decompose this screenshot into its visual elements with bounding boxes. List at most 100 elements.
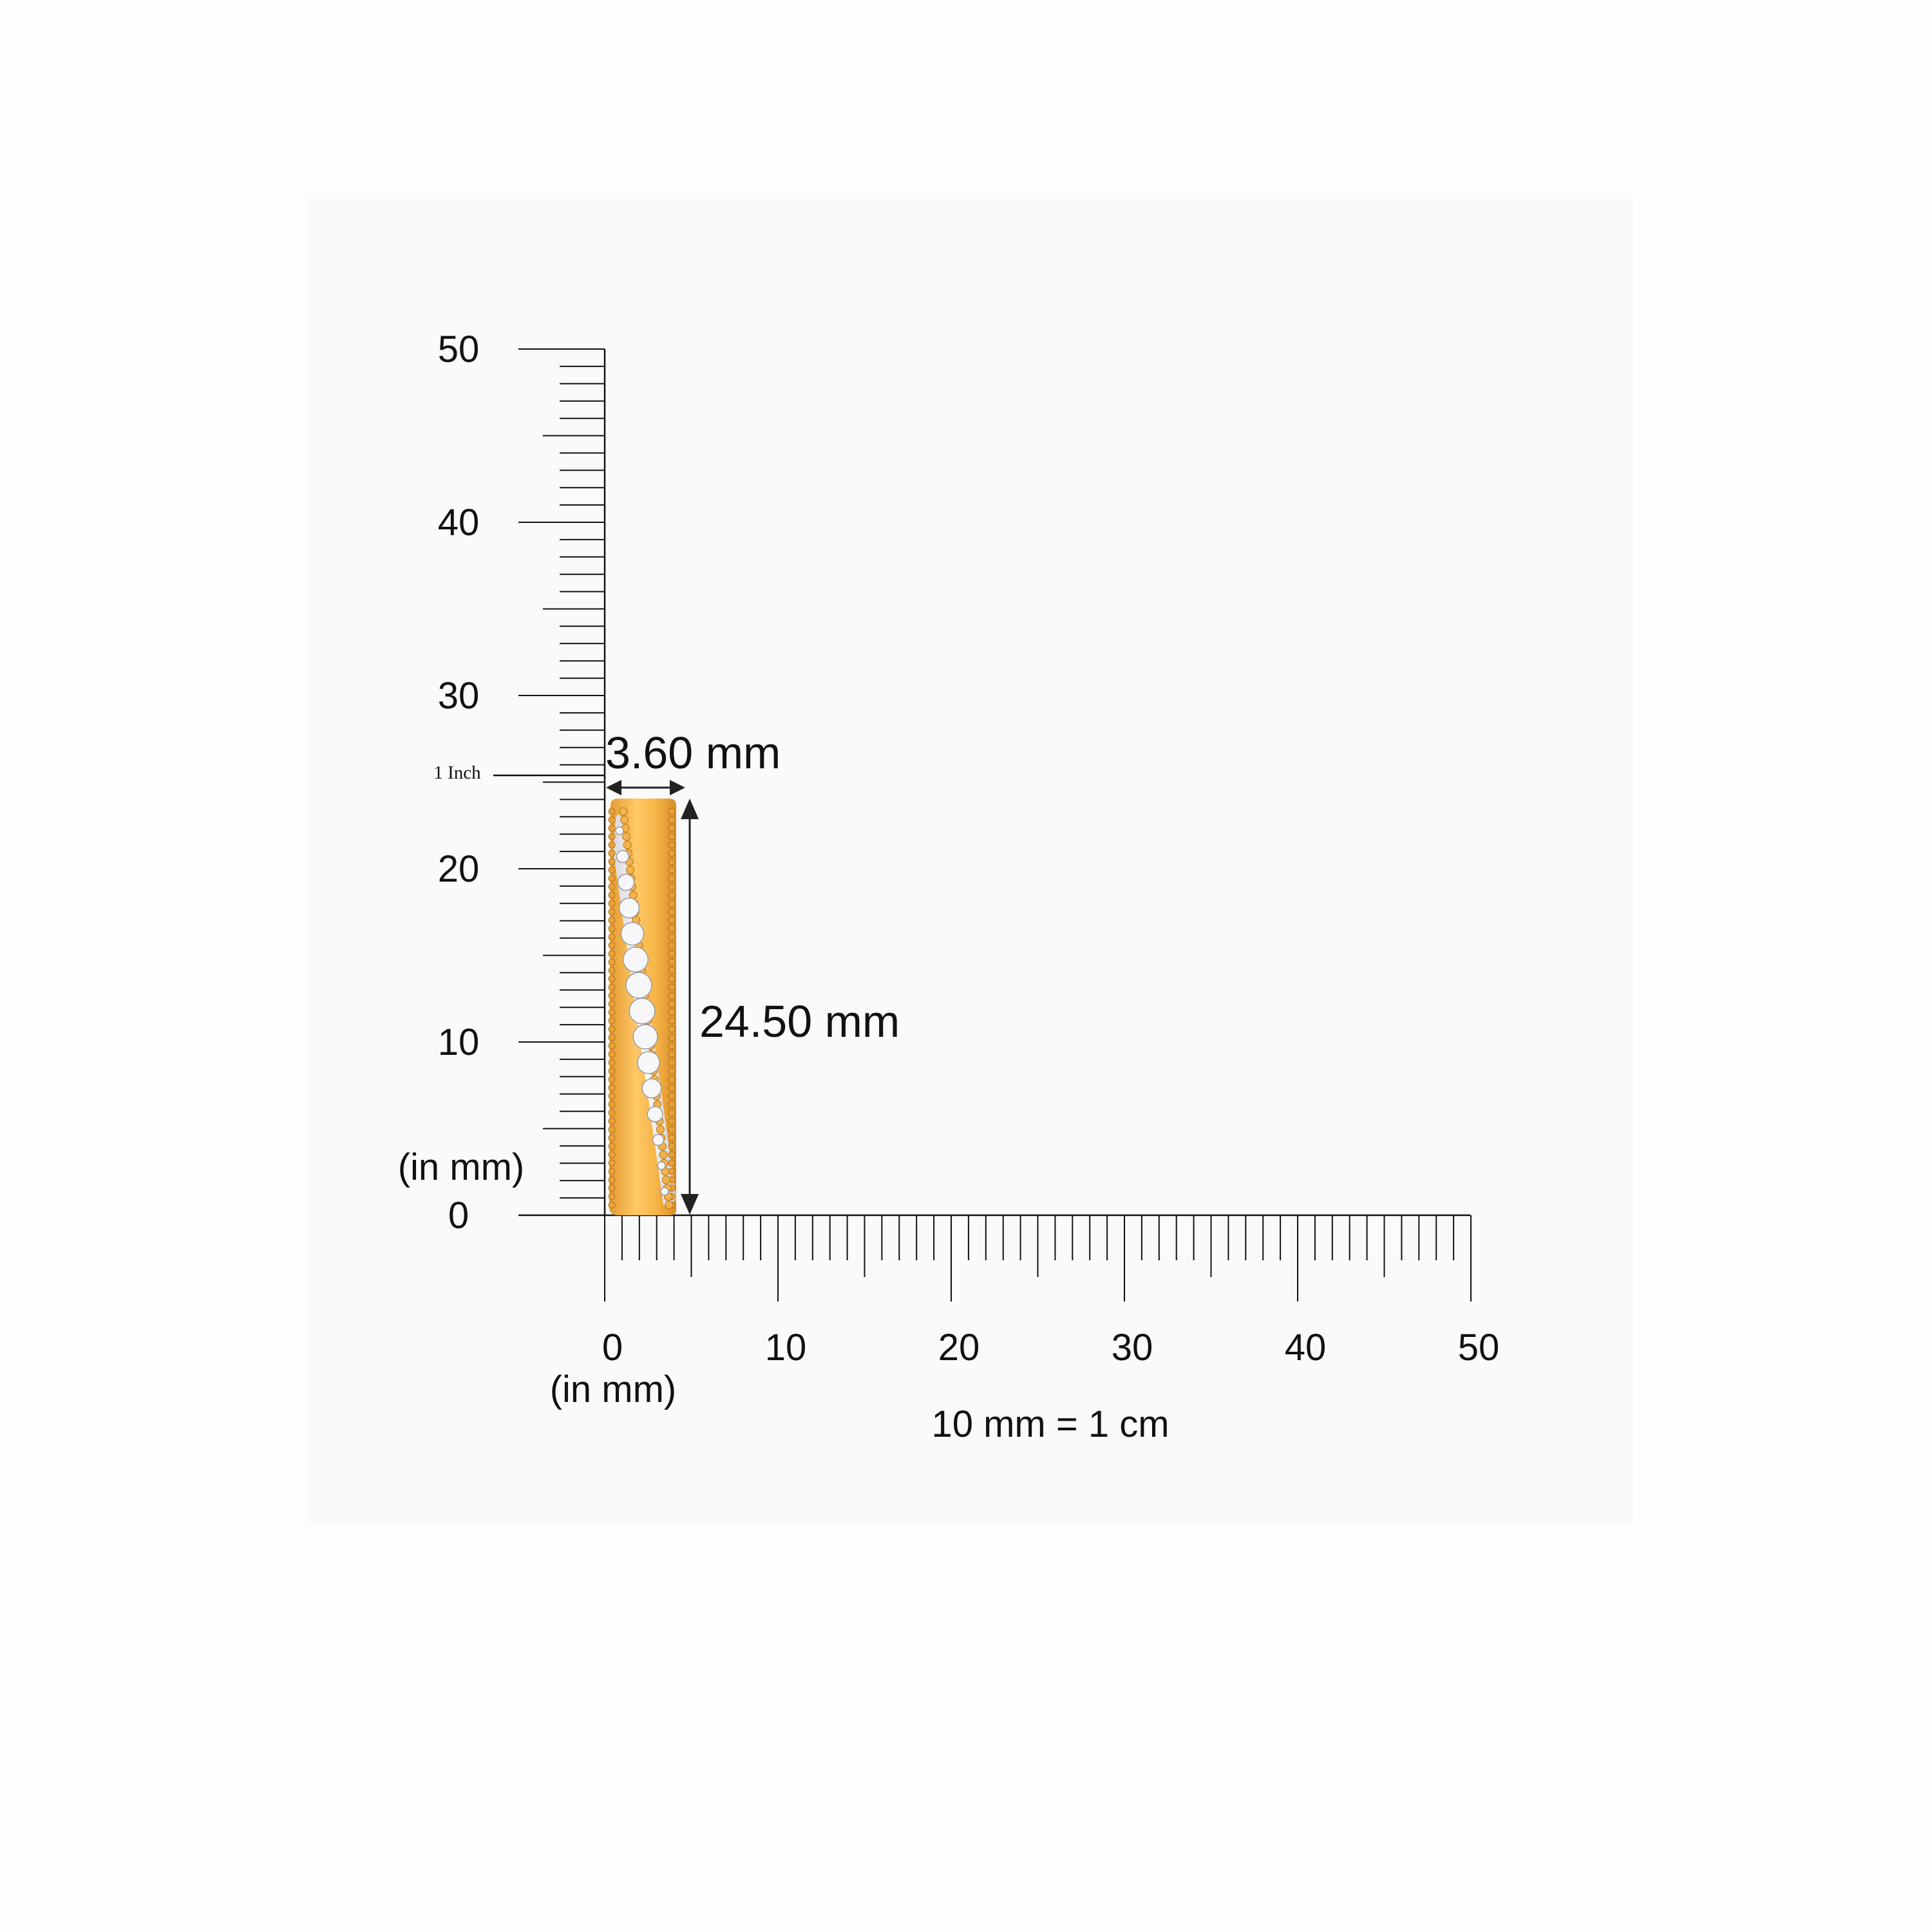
bead	[619, 807, 628, 816]
arrow-down-icon	[681, 1194, 699, 1215]
inch-marker-label: 1 Inch	[433, 762, 481, 783]
bead	[668, 1159, 676, 1167]
bead	[668, 875, 676, 882]
horizontal-tick-label: 10	[765, 1327, 807, 1368]
arrow-right-icon	[670, 780, 685, 795]
bead	[668, 1101, 676, 1108]
horizontal-tick-label: 20	[938, 1327, 980, 1368]
bead	[656, 1125, 665, 1134]
horizontal-tick-label: 50	[1458, 1327, 1500, 1368]
bead	[668, 1126, 676, 1133]
bead	[608, 841, 616, 849]
bead	[608, 833, 616, 840]
bead	[668, 808, 676, 815]
bead	[668, 900, 676, 907]
diamond	[618, 897, 640, 919]
bead	[668, 816, 676, 824]
height-label: 24.50 mm	[699, 996, 900, 1046]
bead	[608, 1151, 616, 1159]
horizontal-tick-label: 0	[602, 1327, 623, 1368]
bead	[608, 1000, 616, 1008]
bead	[608, 1126, 616, 1133]
vertical-tick-label: 10	[438, 1021, 480, 1063]
bead	[608, 1101, 616, 1108]
bead	[608, 1201, 616, 1209]
ruler-ticks	[518, 348, 1472, 1302]
diamond	[625, 972, 652, 999]
bead	[608, 983, 616, 991]
bead	[608, 1059, 616, 1066]
bead	[608, 1042, 616, 1050]
bead	[661, 1175, 670, 1184]
vertical-tick-label: 0	[448, 1195, 469, 1236]
bead	[668, 950, 676, 958]
arrow-up-icon	[681, 799, 699, 819]
vertical-tick-label: 50	[438, 328, 480, 370]
bead	[668, 1034, 676, 1041]
bead	[668, 841, 676, 849]
bead	[608, 1134, 616, 1142]
bead	[668, 1151, 676, 1159]
vertical-unit-label: (in mm)	[398, 1146, 525, 1188]
bead	[668, 1109, 676, 1117]
bead	[608, 1050, 616, 1058]
bead	[668, 1067, 676, 1075]
bead	[668, 1017, 676, 1025]
bead	[608, 883, 616, 891]
bead	[668, 942, 676, 949]
bead	[608, 808, 616, 815]
bead	[608, 1025, 616, 1033]
bead	[608, 875, 616, 882]
bead	[668, 858, 676, 866]
bead	[668, 925, 676, 933]
bead	[608, 1142, 616, 1150]
vertical-tick-label: 30	[438, 675, 480, 717]
bead	[668, 1168, 676, 1175]
bead	[668, 1009, 676, 1016]
diamond	[647, 1106, 663, 1122]
bead	[608, 866, 616, 874]
bead	[608, 816, 616, 824]
bead	[668, 933, 676, 941]
bead	[668, 1000, 676, 1008]
bead	[620, 815, 629, 824]
bead	[668, 849, 676, 857]
bead	[608, 1184, 616, 1192]
bead	[626, 866, 635, 875]
bead	[668, 1117, 676, 1125]
bead	[668, 992, 676, 999]
bead	[668, 1042, 676, 1050]
bead	[668, 916, 676, 924]
horizontal-tick-label: 40	[1285, 1327, 1327, 1368]
bead	[668, 1134, 676, 1142]
bead	[668, 1075, 676, 1083]
bead	[608, 967, 616, 974]
bead	[608, 950, 616, 958]
diamond	[620, 922, 645, 946]
bead	[668, 967, 676, 974]
earring-diamonds	[615, 826, 669, 1196]
conversion-note: 10 mm = 1 cm	[931, 1403, 1169, 1445]
bead	[608, 1009, 616, 1016]
diamond	[632, 1024, 658, 1050]
bead	[668, 891, 676, 899]
bead	[668, 908, 676, 916]
bead	[608, 1109, 616, 1117]
arrow-left-icon	[606, 780, 621, 795]
height-dimension: 24.50 mm	[681, 799, 900, 1215]
bead	[608, 900, 616, 907]
bead	[668, 1059, 676, 1066]
bead	[668, 866, 676, 874]
bead	[608, 942, 616, 949]
diamond	[623, 947, 649, 972]
horizontal-unit-label: (in mm)	[550, 1368, 677, 1410]
width-dimension: 3.60 mm	[605, 728, 781, 795]
diamond	[660, 1187, 669, 1196]
bead	[608, 908, 616, 916]
diamond	[629, 998, 656, 1025]
earring-image	[608, 799, 676, 1215]
bead	[668, 824, 676, 832]
width-label: 3.60 mm	[605, 728, 781, 778]
bead	[608, 858, 616, 866]
